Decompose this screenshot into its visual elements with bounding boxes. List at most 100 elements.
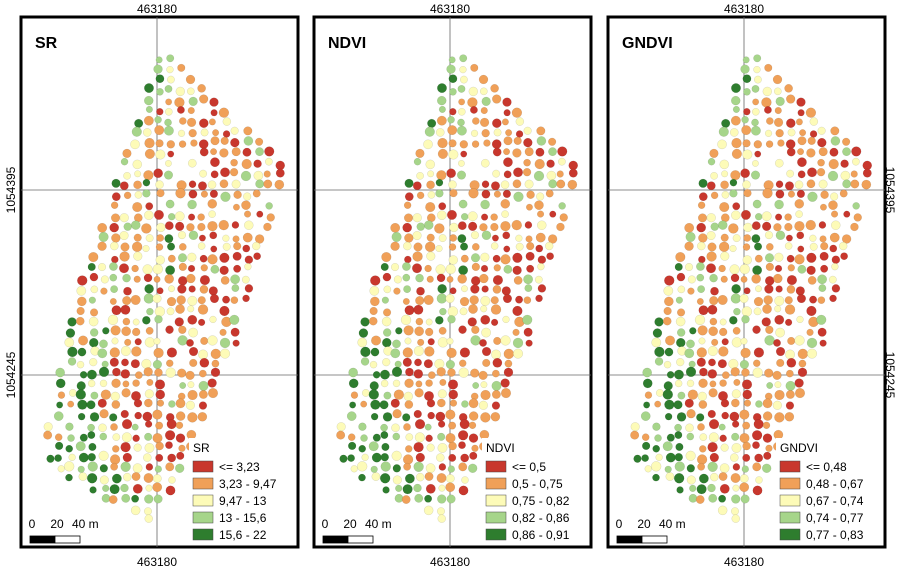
tree-crown [512, 328, 520, 336]
tree-crown [685, 231, 696, 242]
tree-crown [641, 433, 650, 442]
tree-crown [830, 192, 839, 201]
tree-crown [449, 234, 458, 242]
tree-crown [188, 128, 197, 138]
tree-crown [425, 318, 433, 326]
tree-crown [120, 483, 129, 493]
tree-crown [152, 409, 163, 420]
tree-crown [176, 105, 185, 114]
tree-crown [694, 314, 706, 326]
tree-crown [145, 234, 154, 243]
tree-crown [794, 220, 805, 232]
tree-crown [806, 265, 816, 275]
tree-crown [743, 87, 751, 96]
tree-crown [829, 147, 839, 157]
tree-crown [402, 297, 410, 305]
tree-crown [347, 433, 356, 442]
tree-crown [175, 433, 186, 443]
tree-crown [392, 379, 401, 388]
tree-crown [360, 400, 368, 408]
tree-crown [504, 359, 513, 368]
tree-crown [840, 170, 851, 181]
tree-crown [155, 139, 164, 148]
tree-crown [275, 168, 285, 178]
tree-crown [414, 419, 426, 430]
tree-crown [753, 347, 765, 358]
tree-crown [650, 461, 662, 472]
tree-crown [472, 117, 480, 125]
tree-crown [796, 293, 807, 304]
tree-crown [144, 442, 155, 453]
tree-crown [417, 338, 425, 346]
tree-crown [459, 140, 469, 149]
tree-crown [797, 136, 807, 146]
legend-label: <= 0,48 [806, 460, 847, 474]
tree-crown [460, 254, 469, 263]
scale-segment-light [641, 535, 668, 544]
tree-crown [797, 367, 808, 378]
legend-swatch [485, 460, 507, 473]
tree-crown [177, 284, 187, 294]
tree-crown [446, 64, 456, 74]
tree-crown [437, 337, 449, 348]
tree-crown [491, 234, 499, 242]
tree-crown [831, 255, 841, 264]
tree-crown [197, 84, 206, 93]
tree-crown [751, 118, 759, 127]
tree-crown [775, 230, 786, 241]
tree-crown [742, 453, 751, 462]
tree-crown [244, 220, 254, 230]
tree-crown [522, 314, 533, 325]
tree-crown [743, 287, 751, 295]
tree-crown [794, 378, 804, 388]
legend-background [482, 438, 582, 542]
tree-crown [809, 242, 818, 251]
tree-crown [121, 432, 132, 443]
tree-crown [425, 463, 436, 474]
tree-crown [123, 171, 131, 180]
tree-crown [109, 297, 117, 305]
tree-crown [264, 157, 273, 166]
tree-crown [850, 222, 859, 232]
tree-crowns [336, 54, 579, 523]
tree-crown [416, 191, 425, 200]
tree-crown [536, 136, 547, 146]
tree-crown [732, 463, 741, 471]
tree-crown [706, 230, 716, 241]
tree-crown [436, 170, 447, 181]
tree-crown [143, 293, 155, 304]
tree-crown [177, 368, 187, 378]
tree-crown [415, 452, 425, 463]
tree-crown [467, 463, 478, 473]
tree-crown [765, 325, 774, 334]
tree-crown [413, 304, 424, 315]
tree-crown [155, 74, 165, 84]
tree-crown [698, 400, 708, 409]
tree-crown [382, 486, 390, 494]
tree-crown [797, 348, 809, 360]
tree-crown [102, 484, 110, 492]
tree-crown [122, 148, 132, 158]
tree-crown [435, 244, 443, 253]
tree-crown [717, 359, 727, 369]
tree-crown [468, 433, 479, 443]
tree-crown [687, 389, 699, 400]
tree-crown [730, 170, 741, 181]
tree-crown [806, 328, 814, 336]
tree-crown [784, 242, 793, 250]
tree-crown [210, 348, 222, 360]
tree-crown [64, 337, 75, 348]
tree-crown [742, 441, 751, 451]
tree-crown [763, 105, 772, 114]
tree-crown [794, 180, 804, 190]
tree-crown [152, 432, 163, 444]
tree-crown [490, 181, 501, 191]
tree-crown [674, 452, 683, 462]
tree-crown [438, 105, 446, 113]
tree-crown [119, 181, 129, 191]
tree-crown [828, 158, 839, 170]
tree-crown [380, 431, 389, 439]
tree-crown [753, 307, 762, 316]
tree-crown [654, 317, 664, 327]
tree-crown [686, 339, 695, 349]
